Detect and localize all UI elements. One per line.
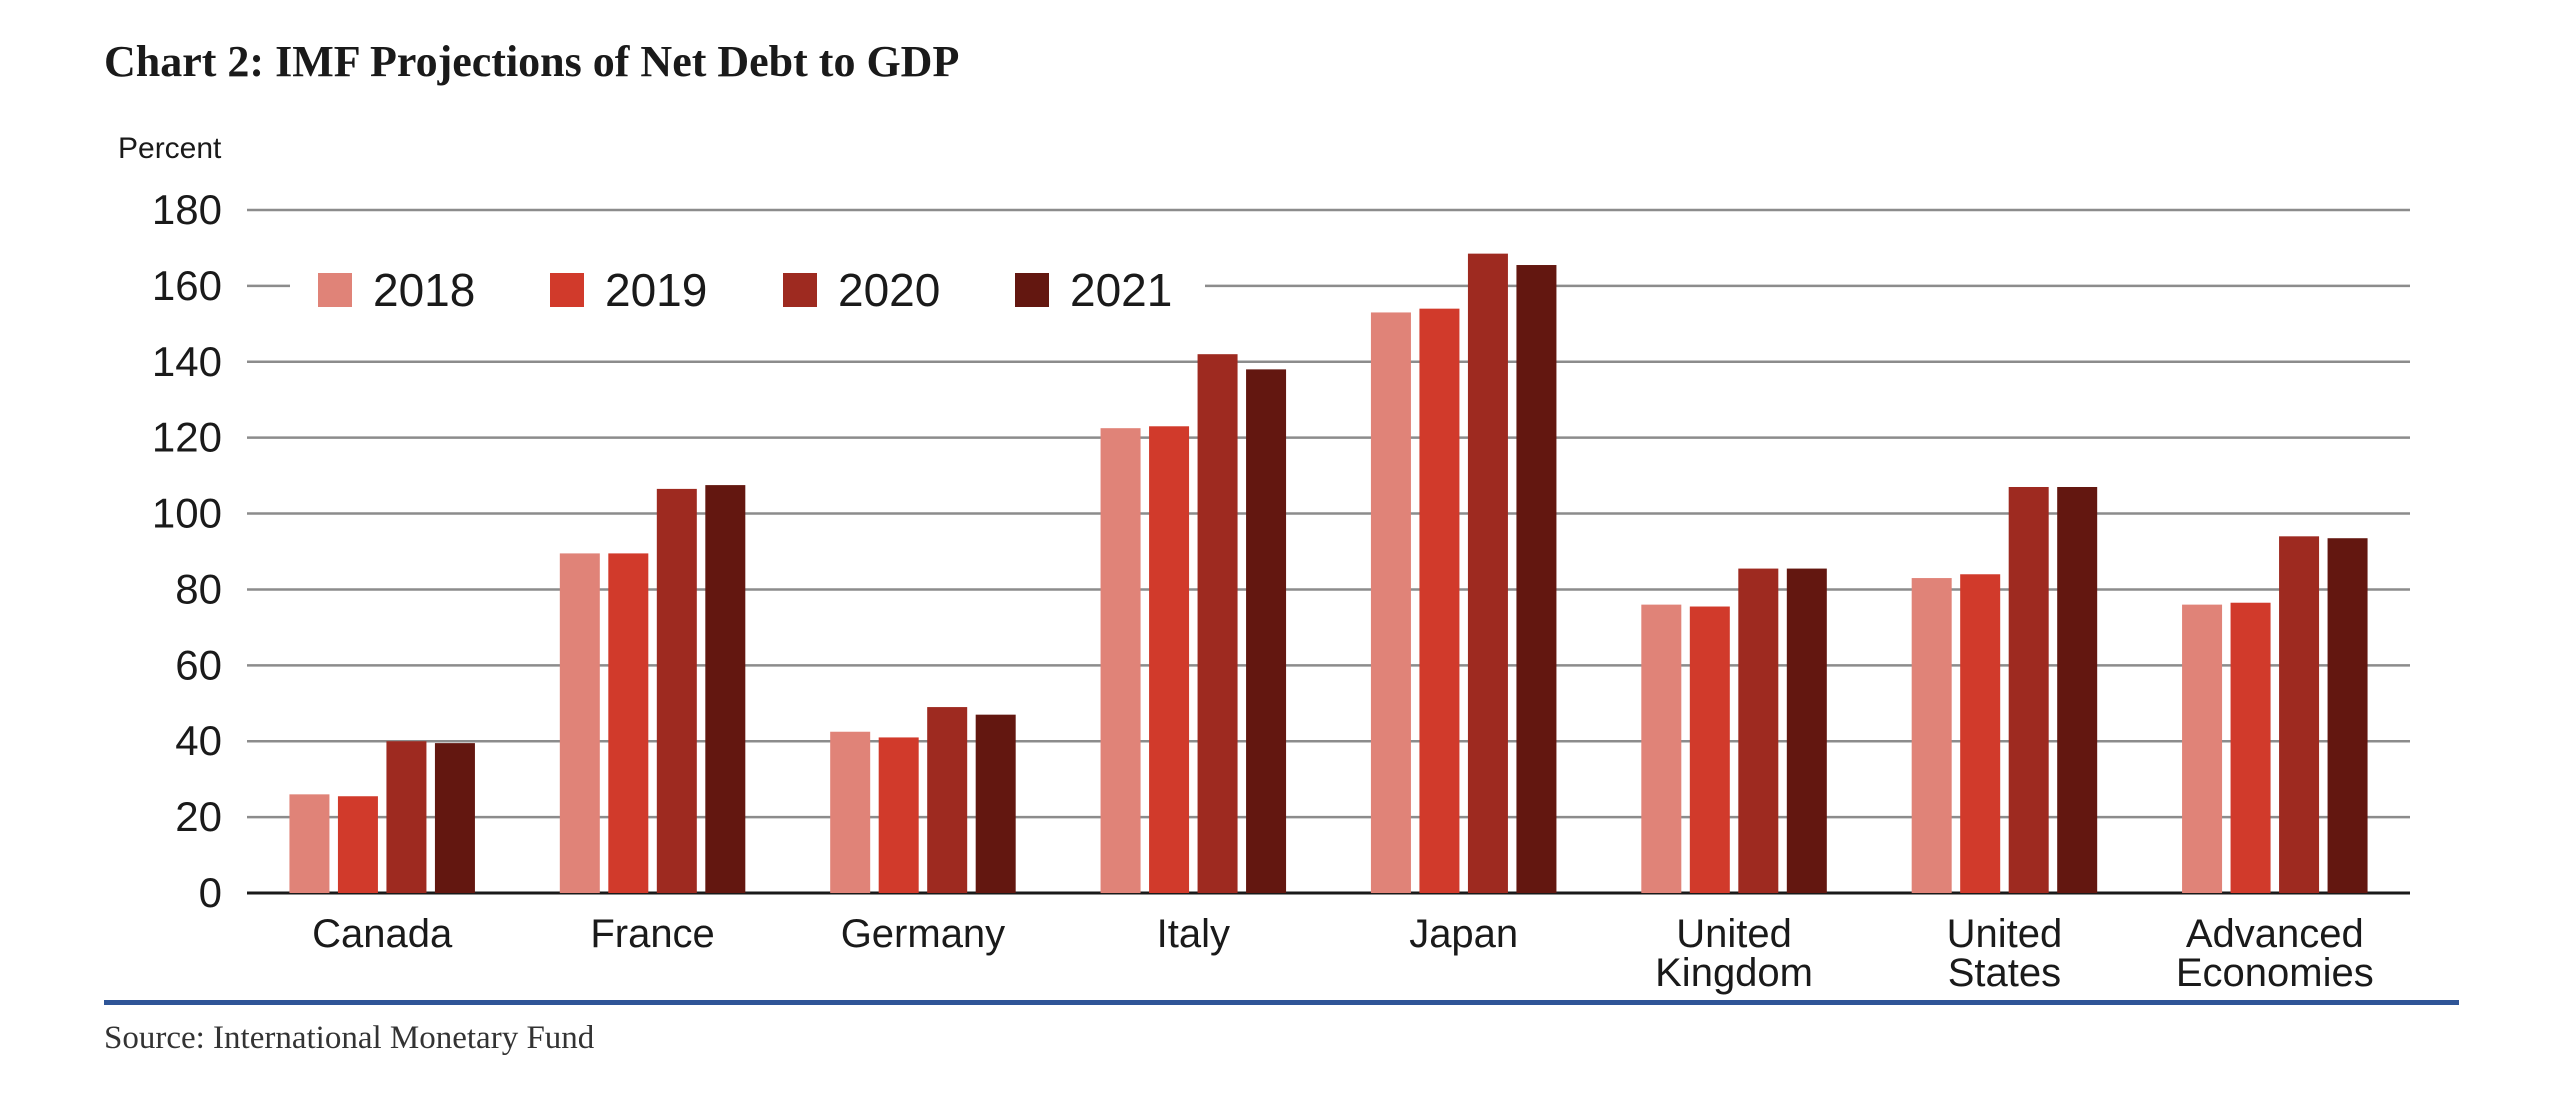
footer-rule xyxy=(104,1000,2459,1005)
y-tick-label: 60 xyxy=(175,641,222,688)
bar xyxy=(927,707,968,893)
y-tick-label: 120 xyxy=(152,414,222,461)
legend-swatch xyxy=(550,273,584,307)
bar xyxy=(2057,486,2098,893)
legend-label: 2018 xyxy=(373,264,475,316)
bar xyxy=(1960,574,2001,893)
bar xyxy=(2327,538,2368,893)
legend-label: 2019 xyxy=(605,264,707,316)
bar xyxy=(1786,568,1827,893)
y-tick-label: 100 xyxy=(152,490,222,537)
y-axis-label: Percent xyxy=(118,132,222,165)
x-tick-label: France xyxy=(590,912,715,956)
bar xyxy=(1689,606,1730,893)
y-tick-label: 160 xyxy=(152,262,222,309)
bar xyxy=(830,731,871,893)
x-tick-label: Canada xyxy=(312,912,453,956)
bar xyxy=(1197,354,1238,893)
legend-swatch xyxy=(1015,273,1049,307)
bar-chart: Percent 0 20 40 60 80 100 120 140 160 180 Canada F… xyxy=(118,132,2410,995)
bar xyxy=(1738,568,1779,893)
bar xyxy=(1516,265,1557,894)
bar xyxy=(1911,578,1952,893)
y-tick-label: 20 xyxy=(175,793,222,840)
y-tick-label: 0 xyxy=(199,869,222,916)
bar xyxy=(2008,486,2049,893)
bar xyxy=(1370,312,1411,893)
bar xyxy=(289,794,330,893)
bar xyxy=(608,553,649,893)
bar xyxy=(878,737,919,893)
legend-label: 2021 xyxy=(1070,264,1172,316)
y-tick-labels: 0 20 40 60 80 100 120 140 160 180 xyxy=(152,186,222,916)
x-tick-label: Germany xyxy=(841,912,1006,956)
bar xyxy=(1100,428,1141,893)
bar xyxy=(1641,604,1682,893)
bar xyxy=(975,714,1016,893)
bar xyxy=(2182,604,2223,893)
x-tick-label: United States xyxy=(1947,912,2063,995)
y-tick-label: 180 xyxy=(152,186,222,233)
bar xyxy=(1419,308,1460,894)
source-note: Source: International Monetary Fund xyxy=(104,1020,595,1056)
bar xyxy=(1246,369,1287,893)
x-tick-label: Advanced Economies xyxy=(2176,912,2374,995)
x-tick-label: United Kingdom xyxy=(1655,912,1813,995)
y-tick-label: 140 xyxy=(152,338,222,385)
bar xyxy=(434,743,475,893)
bar xyxy=(1149,426,1190,893)
legend-swatch xyxy=(318,273,352,307)
bar xyxy=(386,741,427,893)
gridlines xyxy=(247,208,2410,895)
y-tick-label: 40 xyxy=(175,717,222,764)
legend: 2018 2019 2020 2021 xyxy=(318,264,1172,316)
bar xyxy=(1467,253,1508,893)
bar xyxy=(337,796,378,893)
legend-swatch xyxy=(783,273,817,307)
y-tick-label: 80 xyxy=(175,565,222,612)
bar xyxy=(2279,536,2320,893)
x-tick-labels: Canada France Germany Italy Japan United Kingd… xyxy=(312,912,2374,995)
x-tick-label: Japan xyxy=(1409,912,1518,956)
bar xyxy=(559,553,600,893)
x-tick-label: Italy xyxy=(1157,912,1230,956)
chart-title: Chart 2: IMF Projections of Net Debt to … xyxy=(104,37,960,86)
bar xyxy=(656,488,697,893)
legend-label: 2020 xyxy=(838,264,940,316)
bar xyxy=(2230,602,2271,893)
bars xyxy=(289,253,2368,894)
bar xyxy=(705,485,746,893)
